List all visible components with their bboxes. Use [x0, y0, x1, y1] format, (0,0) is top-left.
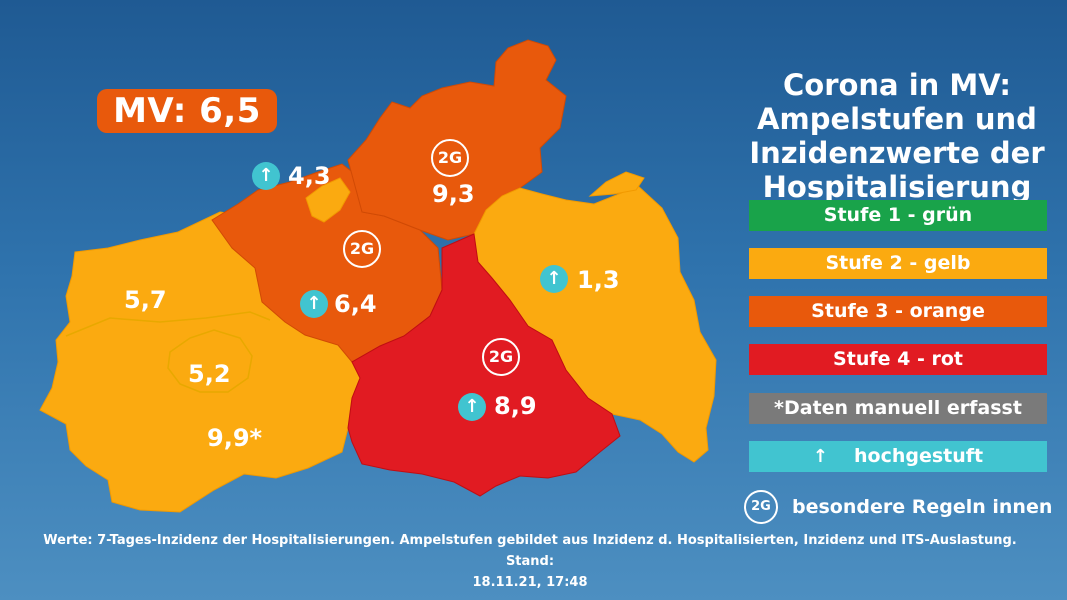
legend-special-rules: 2G besondere Regeln innen: [744, 490, 1054, 524]
legend-upgraded-label: hochgestuft: [853, 445, 984, 467]
legend-manual-data: *Daten manuell erfasst: [749, 393, 1047, 424]
footnote-line: 18.11.21, 17:48: [472, 575, 588, 590]
value-ludwigslust-parchim: 9,9*: [207, 424, 263, 452]
district-rostock-stadt: [305, 177, 351, 223]
value-mecklenburgische-seenplatte: 8,9: [494, 392, 537, 420]
two-g-badge-vorpommern-ruegen: 2G: [431, 139, 469, 177]
title-line: Hospitalisierung: [762, 170, 1032, 204]
legend-special-rules-label: besondere Regeln innen: [792, 496, 1053, 518]
value-rostock: 6,4: [334, 290, 377, 318]
value-vorpommern-ruegen: 9,3: [432, 180, 475, 208]
value-schwerin: 5,2: [188, 360, 231, 388]
district-border-greifswald-island: [588, 171, 645, 197]
value-rostock-stadt: 4,3: [288, 162, 331, 190]
up-arrow-icon: ↑: [812, 446, 828, 467]
footnote-line: Werte: 7-Tages-Inzidenz der Hospitalisie…: [43, 533, 1017, 569]
footnote: Werte: 7-Tages-Inzidenz der Hospitalisie…: [40, 530, 1020, 593]
value-vorpommern-greifswald: 1,3: [577, 266, 620, 294]
title-line: Ampelstufen und: [757, 102, 1037, 136]
total-incidence-badge: MV: 6,5: [97, 89, 277, 133]
district-border-schwerin: [65, 311, 271, 393]
two-g-badge-legend: 2G: [744, 490, 778, 524]
legend-level-2: Stufe 2 - gelb: [749, 248, 1047, 279]
legend-level-4: Stufe 4 - rot: [749, 344, 1047, 375]
map-title: Corona in MV: Ampelstufen und Inzidenzwe…: [742, 68, 1052, 204]
up-arrow-icon: ↑: [252, 162, 280, 190]
up-arrow-icon: ↑: [458, 393, 486, 421]
legend-level-3: Stufe 3 - orange: [749, 296, 1047, 327]
value-nordwestmecklenburg: 5,7: [124, 286, 167, 314]
legend-upgraded: ↑ hochgestuft: [749, 441, 1047, 472]
title-line: Inzidenzwerte der: [749, 136, 1045, 170]
title-line: Corona in MV:: [782, 68, 1012, 102]
up-arrow-icon: ↑: [540, 265, 568, 293]
two-g-badge-rostock: 2G: [343, 230, 381, 268]
two-g-badge-seenplatte: 2G: [482, 338, 520, 376]
legend-level-1: Stufe 1 - grün: [749, 200, 1047, 231]
up-arrow-icon: ↑: [300, 290, 328, 318]
